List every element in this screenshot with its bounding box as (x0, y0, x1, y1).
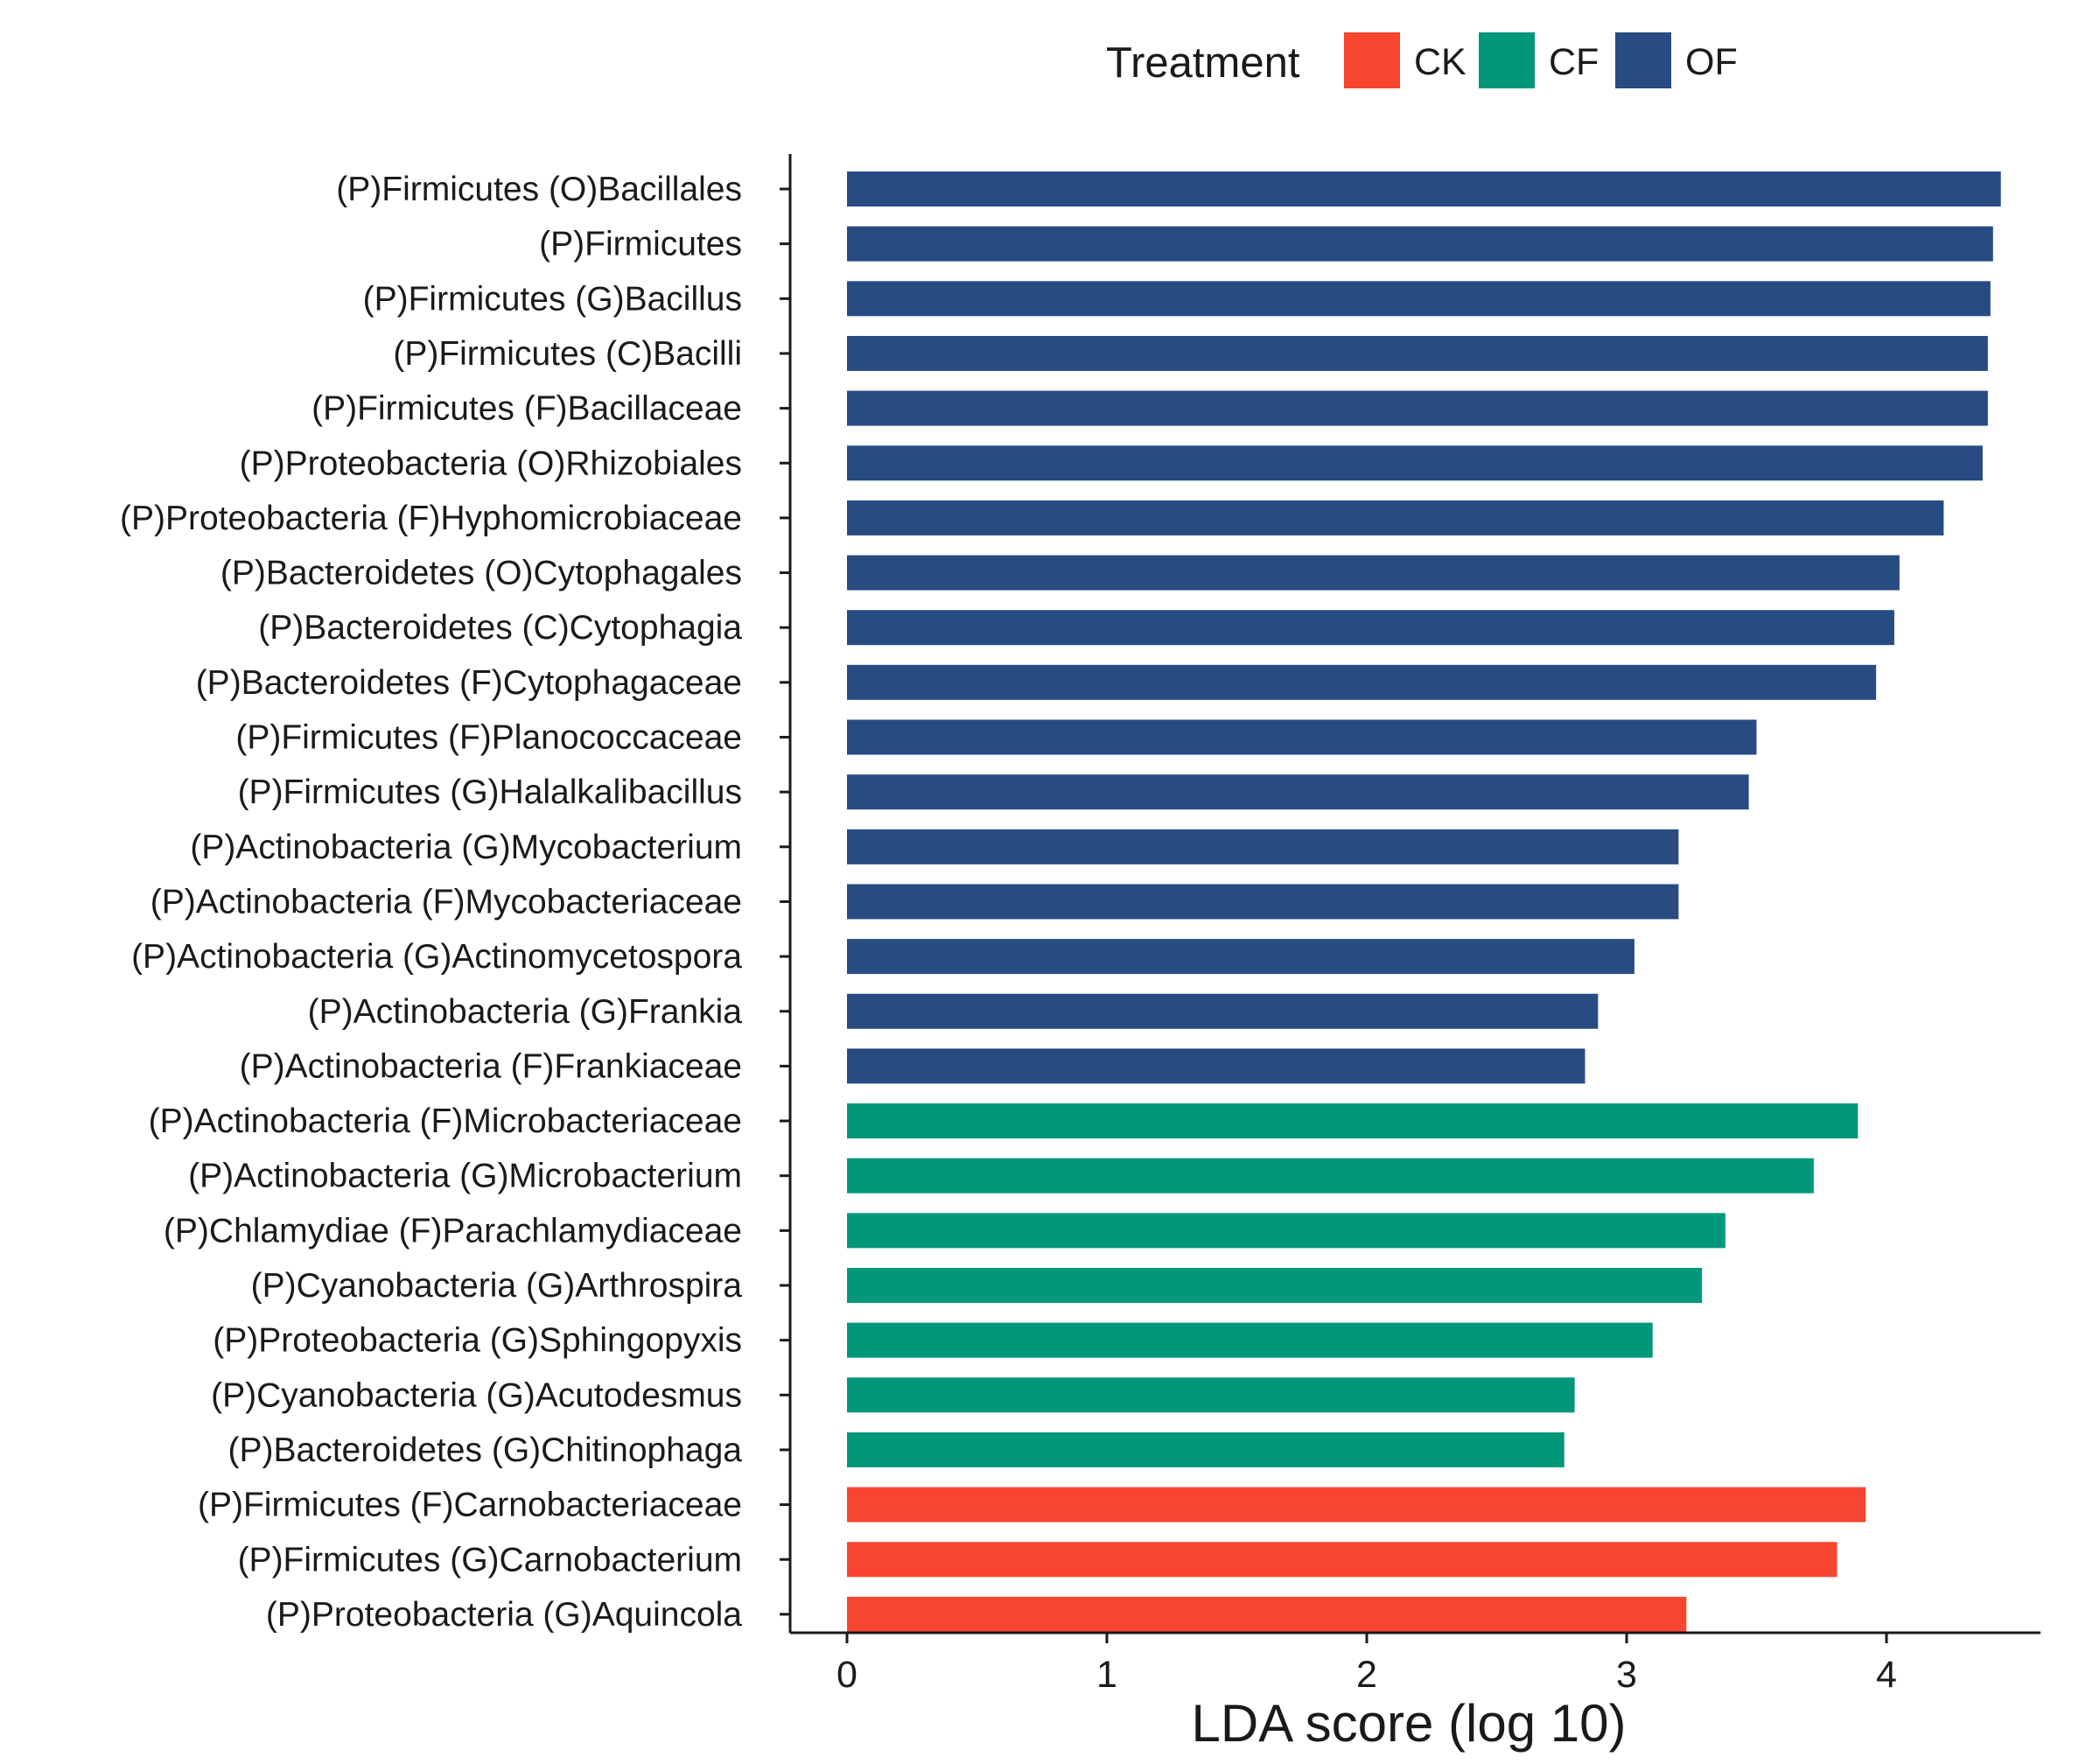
bar-6 (847, 500, 1944, 536)
bar-12 (847, 829, 1679, 864)
legend-label-cf: CF (1549, 41, 1599, 83)
category-label-4: (P)Firmicutes (F)Bacillaceae (312, 390, 742, 428)
bar-20 (847, 1268, 1703, 1303)
bar-17 (847, 1103, 1858, 1139)
x-tick-label-1: 1 (1096, 1654, 1117, 1696)
category-label-7: (P)Bacteroidetes (O)Cytophagales (220, 555, 742, 592)
category-label-19: (P)Chlamydiae (F)Parachlamydiaceae (164, 1212, 742, 1250)
category-label-26: (P)Proteobacteria (G)Aquincola (266, 1596, 742, 1634)
bar-26 (847, 1596, 1687, 1632)
category-label-8: (P)Bacteroidetes (C)Cytophagia (258, 609, 742, 647)
category-label-10: (P)Firmicutes (F)Planococcaceae (235, 719, 742, 757)
category-label-14: (P)Actinobacteria (G)Actinomycetospora (131, 938, 742, 976)
bar-1 (847, 226, 1993, 262)
legend-swatch-cf (1479, 32, 1535, 88)
category-label-12: (P)Actinobacteria (G)Mycobacterium (190, 829, 742, 866)
bar-22 (847, 1377, 1575, 1413)
bar-13 (847, 884, 1679, 920)
x-tick-label-3: 3 (1616, 1654, 1637, 1696)
x-tick-label-4: 4 (1876, 1654, 1897, 1696)
category-label-13: (P)Actinobacteria (F)Mycobacteriaceae (150, 883, 742, 920)
category-label-22: (P)Cyanobacteria (G)Acutodesmus (211, 1376, 742, 1414)
legend-label-of: OF (1685, 41, 1738, 83)
x-axis-ticks: 0 1 2 3 4 (836, 1633, 1897, 1696)
category-label-15: (P)Actinobacteria (G)Frankia (308, 993, 743, 1031)
category-label-0: (P)Firmicutes (O)Bacillales (336, 171, 742, 208)
x-tick-label-0: 0 (836, 1654, 858, 1696)
category-label-21: (P)Proteobacteria (G)Sphingopyxis (213, 1322, 742, 1360)
category-label-17: (P)Actinobacteria (F)Microbacteriaceae (149, 1102, 742, 1140)
bar-16 (847, 1048, 1586, 1084)
category-label-24: (P)Firmicutes (F)Carnobacteriaceae (198, 1487, 742, 1524)
bar-5 (847, 445, 1983, 481)
bar-24 (847, 1487, 1866, 1522)
category-label-3: (P)Firmicutes (C)Bacilli (393, 335, 742, 373)
bar-8 (847, 610, 1894, 646)
bar-7 (847, 555, 1900, 591)
bar-2 (847, 281, 1991, 317)
y-axis-ticks (780, 187, 790, 1616)
category-label-6: (P)Proteobacteria (F)Hyphomicrobiaceae (120, 500, 742, 537)
legend-swatch-of (1615, 32, 1671, 88)
bar-0 (847, 172, 2001, 206)
bar-14 (847, 939, 1634, 975)
legend-label-ck: CK (1414, 41, 1466, 83)
category-label-16: (P)Actinobacteria (F)Frankiaceae (240, 1047, 742, 1085)
y-axis-labels: (P)Firmicutes (O)Bacillales (P)Firmicutes… (120, 171, 742, 1634)
bar-21 (847, 1322, 1653, 1358)
category-label-20: (P)Cyanobacteria (G)Arthrospira (251, 1267, 743, 1305)
bar-11 (847, 774, 1749, 810)
category-label-5: (P)Proteobacteria (O)Rhizobiales (240, 444, 742, 482)
legend-swatch-ck (1344, 32, 1400, 88)
bars (847, 172, 2001, 1632)
legend-title: Treatment (1106, 39, 1300, 87)
x-tick-label-2: 2 (1356, 1654, 1377, 1696)
bar-10 (847, 719, 1757, 755)
legend: Treatment CK CF OF (1106, 32, 1738, 88)
category-label-2: (P)Firmicutes (G)Bacillus (363, 280, 742, 318)
category-label-9: (P)Bacteroidetes (F)Cytophagaceae (196, 664, 742, 702)
category-label-23: (P)Bacteroidetes (G)Chitinophaga (228, 1432, 743, 1469)
category-label-1: (P)Firmicutes (539, 226, 742, 263)
bar-19 (847, 1213, 1726, 1249)
category-label-18: (P)Actinobacteria (G)Microbacterium (188, 1158, 742, 1195)
bar-15 (847, 993, 1599, 1029)
bar-18 (847, 1158, 1814, 1194)
bar-25 (847, 1542, 1838, 1578)
bar-23 (847, 1432, 1564, 1467)
x-axis-title: LDA score (log 10) (1192, 1694, 1627, 1753)
category-label-11: (P)Firmicutes (G)Halalkalibacillus (238, 774, 742, 811)
bar-9 (847, 664, 1877, 700)
bar-3 (847, 335, 1988, 371)
bar-4 (847, 390, 1988, 426)
category-label-25: (P)Firmicutes (G)Carnobacterium (238, 1541, 742, 1578)
